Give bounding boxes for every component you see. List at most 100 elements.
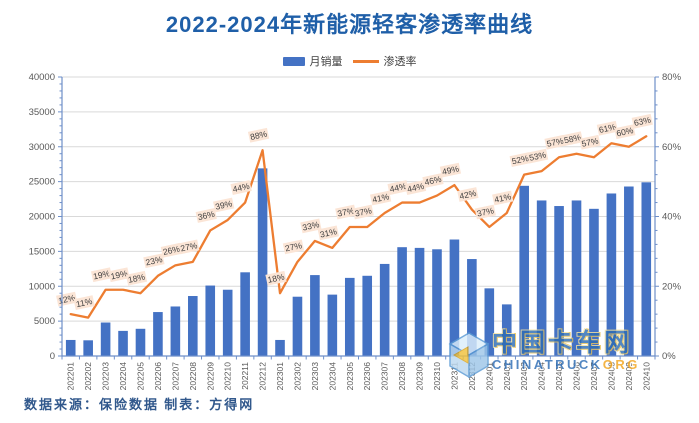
left-axis-label: 25000 bbox=[29, 177, 55, 188]
svg-text:18%: 18% bbox=[267, 271, 286, 284]
right-axis-label: 40% bbox=[662, 212, 682, 223]
penetration-label: 26% bbox=[160, 242, 182, 258]
sales-bar bbox=[83, 340, 93, 356]
chart-legend: 月销量 渗透率 bbox=[0, 53, 699, 69]
x-axis-label: 202309 bbox=[415, 362, 425, 391]
legend-item-sales: 月销量 bbox=[282, 53, 343, 69]
penetration-label: 23% bbox=[143, 253, 165, 269]
sales-bar bbox=[449, 239, 460, 356]
x-axis-label: 202211 bbox=[240, 362, 250, 390]
penetration-label: 39% bbox=[213, 197, 235, 213]
x-axis-label: 202304 bbox=[327, 362, 337, 391]
svg-text:19%: 19% bbox=[92, 268, 111, 281]
svg-text:19%: 19% bbox=[110, 268, 129, 281]
penetration-line bbox=[69, 135, 648, 319]
left-axis-label: 0 bbox=[50, 351, 55, 362]
sales-bar bbox=[240, 272, 250, 356]
x-axis-label: 202310 bbox=[432, 362, 442, 391]
x-axis-label: 202307 bbox=[380, 362, 390, 391]
svg-text:41%: 41% bbox=[371, 191, 390, 204]
svg-text:58%: 58% bbox=[563, 132, 582, 145]
sales-bar bbox=[65, 339, 76, 356]
svg-text:63%: 63% bbox=[633, 115, 652, 128]
sales-bar bbox=[397, 247, 407, 356]
x-axis-label: 202212 bbox=[258, 362, 268, 391]
x-axis-label: 202405 bbox=[554, 362, 564, 391]
x-axis-label: 202209 bbox=[205, 362, 215, 391]
svg-text:88%: 88% bbox=[249, 128, 268, 141]
sales-bar bbox=[624, 186, 634, 356]
svg-text:37%: 37% bbox=[476, 205, 495, 218]
data-source-note: 数据来源：保险数据 制表：方得网 bbox=[24, 397, 255, 412]
penetration-label: 27% bbox=[178, 239, 200, 255]
x-axis-label: 202403 bbox=[519, 362, 529, 391]
sales-bar bbox=[327, 294, 338, 356]
sales-bar bbox=[344, 277, 355, 356]
legend-penetration-label: 渗透率 bbox=[383, 56, 417, 68]
penetration-label: 44% bbox=[387, 180, 409, 195]
x-axis-label: 202402 bbox=[502, 362, 512, 391]
left-axis-label: 35000 bbox=[29, 107, 55, 118]
chart-title: 2022-2024年新能源轻客渗透率曲线 bbox=[165, 12, 534, 37]
line-swatch-icon bbox=[352, 59, 379, 63]
svg-text:60%: 60% bbox=[615, 125, 634, 138]
penetration-label: 61% bbox=[596, 120, 619, 136]
penetration-label: 57% bbox=[579, 134, 601, 150]
x-axis-label: 202305 bbox=[345, 362, 355, 391]
sales-bar bbox=[170, 306, 181, 356]
sales-bar bbox=[205, 285, 216, 356]
x-axis-label: 202401 bbox=[484, 362, 494, 391]
sales-bar bbox=[310, 275, 320, 356]
sales-bar bbox=[467, 259, 477, 356]
penetration-label: 19% bbox=[108, 267, 130, 283]
svg-text:44%: 44% bbox=[232, 181, 251, 194]
penetration-label: 46% bbox=[422, 173, 444, 188]
svg-text:61%: 61% bbox=[598, 122, 617, 135]
sales-bar bbox=[292, 296, 303, 356]
x-axis-label: 202203 bbox=[101, 362, 111, 391]
sales-bar bbox=[414, 247, 425, 356]
penetration-label: 18% bbox=[265, 270, 287, 286]
right-axis-label: 20% bbox=[662, 281, 682, 292]
legend-item-penetration: 渗透率 bbox=[352, 53, 417, 69]
svg-text:49%: 49% bbox=[441, 163, 460, 176]
left-axis-label: 40000 bbox=[29, 72, 55, 83]
penetration-label: 37% bbox=[335, 204, 357, 220]
svg-text:42%: 42% bbox=[459, 188, 478, 201]
x-axis-label: 202201 bbox=[66, 362, 76, 391]
left-axis-label: 20000 bbox=[29, 212, 55, 223]
svg-text:27%: 27% bbox=[284, 240, 303, 253]
svg-text:57%: 57% bbox=[546, 135, 565, 148]
svg-text:37%: 37% bbox=[354, 205, 373, 218]
penetration-label: 31% bbox=[317, 225, 339, 241]
left-axis-label: 30000 bbox=[29, 142, 55, 153]
right-axis-label: 80% bbox=[662, 72, 682, 83]
svg-text:31%: 31% bbox=[319, 226, 338, 239]
sales-bar bbox=[501, 304, 512, 356]
sales-bar bbox=[641, 182, 652, 356]
x-axis-label: 202308 bbox=[397, 362, 407, 391]
x-axis-label: 202312 bbox=[467, 362, 477, 391]
penetration-label: 44% bbox=[404, 180, 427, 195]
sales-bar bbox=[275, 339, 285, 356]
x-axis-label: 202408 bbox=[606, 362, 616, 391]
penetration-label: 58% bbox=[561, 131, 584, 147]
left-axis-label: 15000 bbox=[29, 246, 55, 257]
svg-text:52%: 52% bbox=[511, 153, 530, 166]
svg-text:23%: 23% bbox=[145, 254, 164, 267]
sales-bar bbox=[589, 208, 599, 356]
svg-text:44%: 44% bbox=[389, 181, 408, 194]
svg-text:11%: 11% bbox=[75, 296, 94, 309]
sales-bar bbox=[222, 289, 233, 356]
sales-bar bbox=[188, 296, 198, 356]
penetration-label: 18% bbox=[125, 270, 148, 286]
penetration-label: 11% bbox=[73, 295, 95, 311]
svg-text:33%: 33% bbox=[302, 219, 321, 232]
penetration-label: 88% bbox=[247, 127, 270, 143]
penetration-label: 49% bbox=[439, 162, 462, 178]
left-axis-label: 10000 bbox=[29, 281, 55, 292]
penetration-label: 19% bbox=[90, 267, 113, 283]
legend-sales-label: 月销量 bbox=[309, 56, 343, 68]
sales-bar bbox=[571, 200, 582, 356]
